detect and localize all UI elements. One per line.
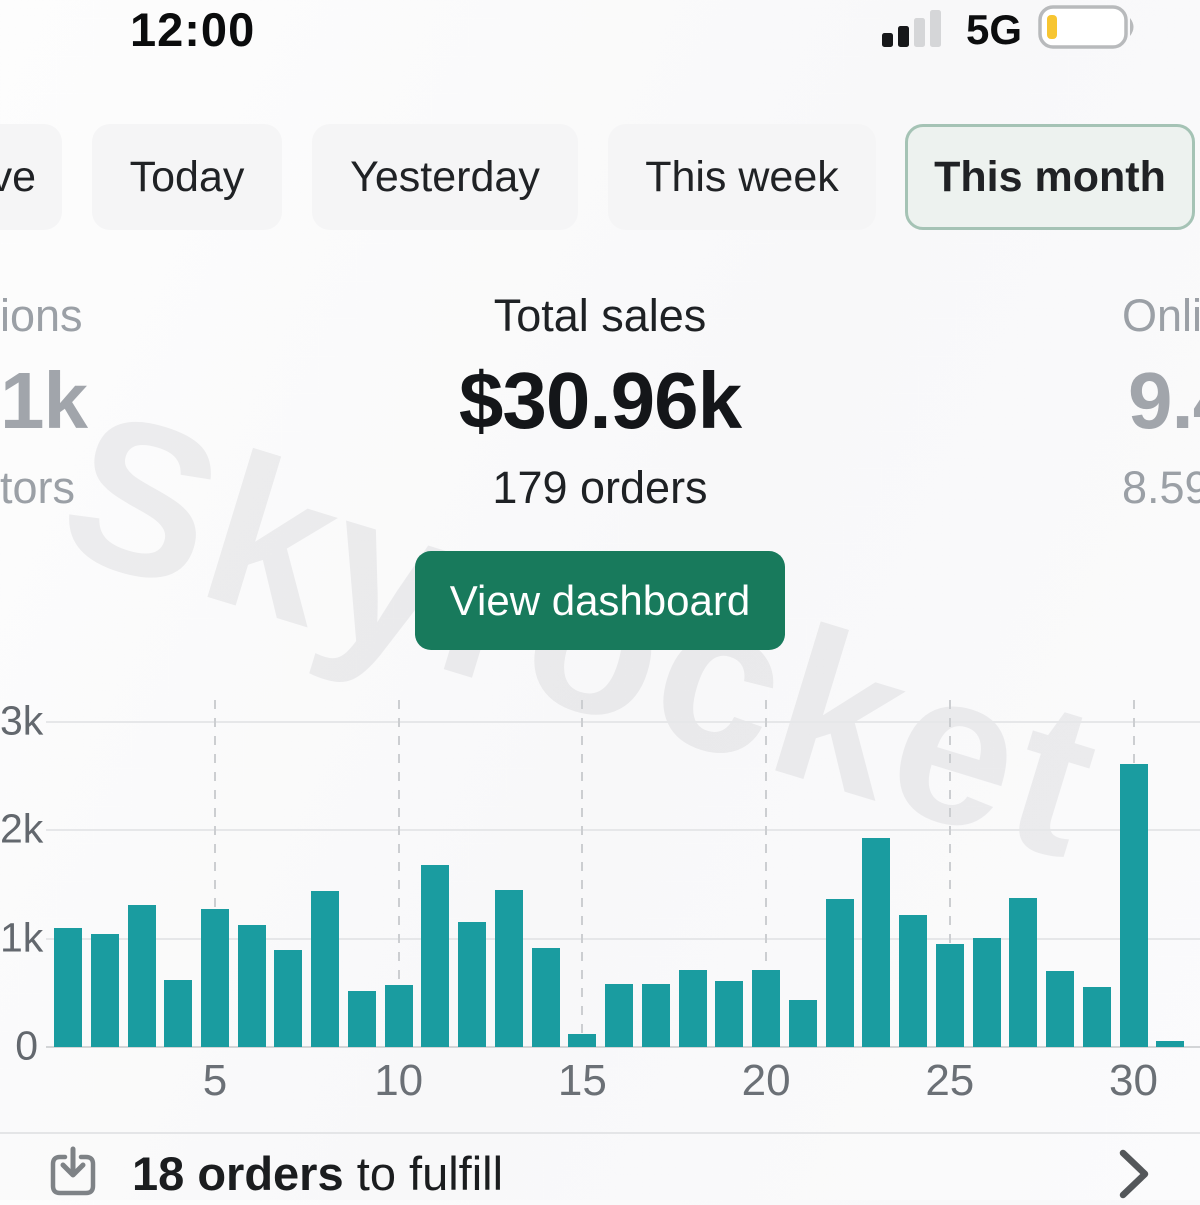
- orders-to-fulfill-row[interactable]: 18 orders to fulfill: [0, 1134, 1200, 1200]
- date-range-tabs: ve Today Yesterday This week This month: [0, 124, 1200, 230]
- orders-to-fulfill-text: 18 orders to fulfill: [132, 1146, 503, 1201]
- battery-low-icon: [1038, 4, 1138, 55]
- grid-line-h: [46, 1046, 1200, 1048]
- bar-day-21[interactable]: [788, 1000, 817, 1047]
- x-axis-tick: 10: [374, 1056, 424, 1105]
- grid-line-h: [46, 721, 1200, 723]
- bar-day-14[interactable]: [531, 948, 560, 1047]
- chevron-right-icon[interactable]: [1118, 1148, 1152, 1205]
- tab-yesterday[interactable]: Yesterday: [312, 124, 578, 230]
- bar-day-8[interactable]: [311, 891, 340, 1047]
- grid-line-v: [214, 700, 216, 1047]
- right-stat-value: 9.4: [1128, 356, 1200, 445]
- grid-line-h: [46, 937, 1200, 940]
- bar-day-30[interactable]: [1119, 764, 1148, 1047]
- grid-line-h: [46, 829, 1200, 832]
- total-sales-value: $30.96k: [458, 356, 742, 445]
- bar-day-23[interactable]: [862, 837, 891, 1047]
- tab-live-partial[interactable]: ve: [0, 124, 62, 230]
- right-stat-sub: 8.59: [1122, 462, 1200, 513]
- footer-divider: [0, 1132, 1200, 1134]
- right-stat-label: Onli: [1122, 290, 1200, 341]
- bar-day-10[interactable]: [384, 985, 413, 1047]
- grid-line-v: [581, 700, 584, 1047]
- bar-day-3[interactable]: [127, 905, 156, 1047]
- bar-day-11[interactable]: [421, 865, 450, 1047]
- x-axis-tick: 15: [557, 1056, 607, 1105]
- bar-day-25[interactable]: [935, 944, 964, 1047]
- view-dashboard-button[interactable]: View dashboard: [415, 551, 785, 650]
- bar-day-26[interactable]: [972, 937, 1001, 1047]
- grid-line-v: [948, 700, 951, 1047]
- bar-day-12[interactable]: [458, 922, 487, 1047]
- network-type-label: 5G: [965, 5, 1022, 53]
- x-axis-tick: 5: [202, 1056, 228, 1105]
- bar-day-29[interactable]: [1082, 987, 1111, 1047]
- bar-day-31[interactable]: [1156, 1040, 1185, 1047]
- left-stat-sub: tors: [0, 462, 76, 513]
- tab-today[interactable]: Today: [92, 124, 282, 230]
- bar-day-9[interactable]: [347, 990, 376, 1047]
- status-bar: 12:00 5G: [0, 0, 1200, 62]
- bar-day-4[interactable]: [164, 979, 193, 1047]
- y-axis-tick: 3k: [0, 697, 44, 744]
- x-axis-tick: 20: [741, 1056, 791, 1105]
- grid-line-v: [765, 700, 768, 1047]
- total-sales-label: Total sales: [493, 290, 707, 341]
- fulfill-orders-icon: [46, 1144, 100, 1205]
- left-stat-value: 1k: [0, 356, 88, 445]
- bar-day-6[interactable]: [237, 924, 266, 1047]
- orders-rest-text: to fulfill: [356, 1147, 504, 1200]
- orders-count-bold: 18 orders: [132, 1147, 344, 1200]
- bar-day-13[interactable]: [494, 889, 523, 1047]
- bar-day-18[interactable]: [678, 970, 707, 1047]
- bar-day-1[interactable]: [54, 927, 83, 1047]
- bar-day-16[interactable]: [605, 984, 634, 1047]
- x-axis-tick: 30: [1109, 1056, 1158, 1105]
- y-axis-tick: 0: [15, 1022, 38, 1069]
- tab-this-month[interactable]: This month: [905, 124, 1195, 230]
- x-axis-tick: 25: [925, 1056, 975, 1105]
- bar-day-20[interactable]: [752, 970, 781, 1047]
- bar-day-19[interactable]: [715, 980, 744, 1047]
- bar-day-15[interactable]: [568, 1034, 597, 1047]
- bar-day-22[interactable]: [825, 898, 854, 1047]
- bar-day-5[interactable]: [201, 909, 229, 1047]
- y-axis-tick: 2k: [0, 805, 44, 852]
- bar-day-2[interactable]: [90, 934, 119, 1047]
- grid-line-v: [397, 700, 400, 1047]
- bar-day-7[interactable]: [274, 949, 303, 1047]
- clock-time: 12:00: [130, 3, 256, 56]
- bar-day-27[interactable]: [1009, 897, 1038, 1047]
- orders-count: 179 orders: [492, 462, 708, 513]
- y-axis-tick: 1k: [0, 914, 44, 961]
- bar-day-17[interactable]: [641, 984, 670, 1047]
- signal-strength-icon: [881, 5, 950, 54]
- left-stat-label: ions: [0, 290, 83, 341]
- bar-day-28[interactable]: [1046, 971, 1075, 1047]
- bar-day-24[interactable]: [899, 914, 928, 1047]
- tab-this-week[interactable]: This week: [608, 124, 876, 230]
